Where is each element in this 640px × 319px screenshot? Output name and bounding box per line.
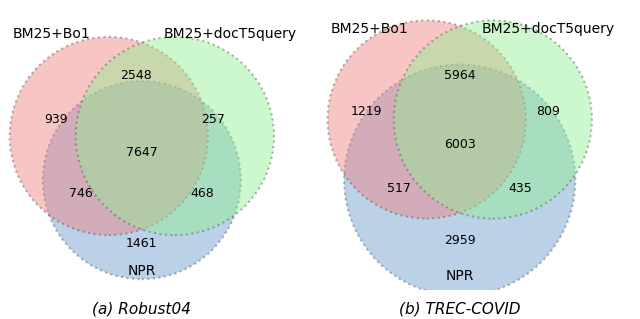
Text: BM25+Bo1: BM25+Bo1	[12, 27, 90, 41]
Text: BM25+docT5query: BM25+docT5query	[482, 22, 615, 36]
Circle shape	[10, 37, 208, 235]
Text: NPR: NPR	[445, 270, 474, 283]
Text: 435: 435	[508, 182, 532, 195]
Text: 2959: 2959	[444, 234, 476, 247]
Circle shape	[328, 20, 526, 219]
Text: NPR: NPR	[127, 264, 156, 278]
Circle shape	[344, 64, 575, 296]
Text: 7647: 7647	[126, 146, 157, 159]
Text: BM25+Bo1: BM25+Bo1	[330, 22, 408, 36]
Text: (a) Robust04: (a) Robust04	[92, 301, 191, 316]
Text: 6003: 6003	[444, 138, 476, 151]
Text: (b) TREC-COVID: (b) TREC-COVID	[399, 301, 520, 316]
Circle shape	[394, 20, 592, 219]
Text: 517: 517	[387, 182, 411, 195]
Text: 2548: 2548	[120, 69, 152, 82]
Text: 1219: 1219	[350, 105, 382, 118]
Text: 1461: 1461	[126, 237, 157, 250]
Circle shape	[43, 81, 241, 279]
Circle shape	[76, 37, 274, 235]
Text: 5964: 5964	[444, 69, 476, 82]
Text: BM25+docT5query: BM25+docT5query	[164, 27, 297, 41]
Text: 257: 257	[202, 113, 225, 126]
Text: 468: 468	[191, 187, 214, 200]
Text: 746: 746	[69, 187, 93, 200]
Text: 809: 809	[536, 105, 560, 118]
Text: 939: 939	[45, 113, 68, 126]
